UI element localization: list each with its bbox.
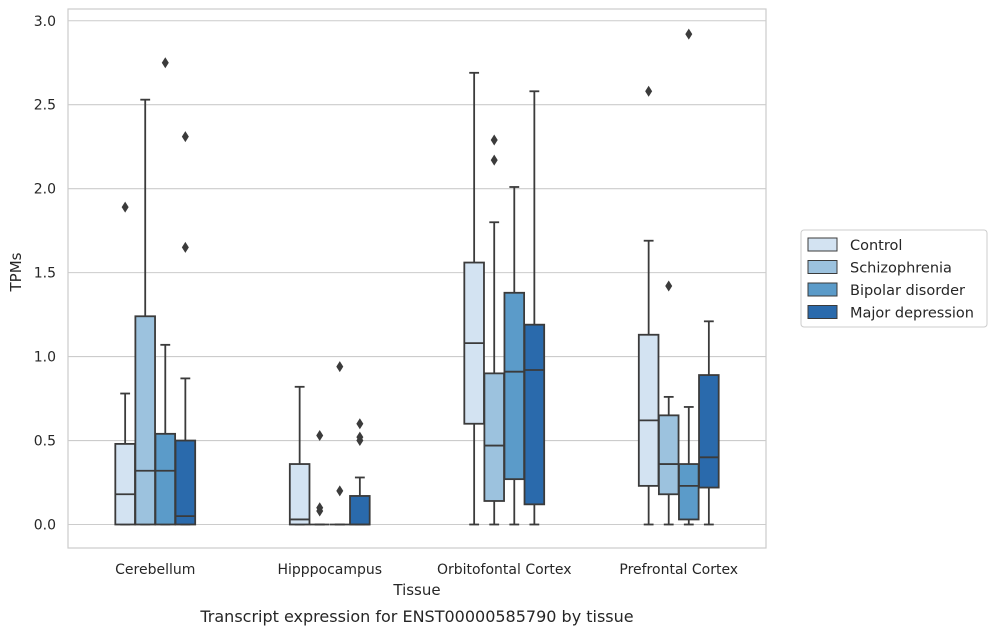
outlier-point	[161, 57, 169, 69]
y-tick-label: 2.0	[34, 182, 56, 198]
legend-label: Control	[850, 238, 902, 254]
y-tick-label: 2.5	[34, 98, 56, 114]
box-iqr	[657, 414, 680, 496]
outlier-point	[356, 435, 364, 447]
outlier-point	[336, 361, 344, 373]
outlier-point	[316, 429, 324, 441]
legend-swatch	[807, 305, 838, 319]
box-iqr	[349, 495, 371, 526]
x-tick-label: Prefrontal Cortex	[619, 562, 738, 578]
legend-label: Major depression	[850, 306, 974, 322]
outlier-point	[356, 418, 364, 430]
box-iqr	[678, 463, 700, 521]
outlier-point	[121, 201, 129, 213]
legend-label: Bipolar disorder	[850, 283, 965, 299]
box-0-2	[154, 57, 177, 526]
box-plots	[114, 28, 720, 526]
box-1-2	[329, 361, 350, 526]
y-tick-label: 3.0	[34, 14, 56, 30]
y-axis-ticks: 0.0 0.5 1.0 1.5 2.0 2.5 3.0	[34, 14, 56, 534]
x-tick-label: Cerebellum	[115, 562, 195, 578]
box-3-0	[637, 85, 660, 526]
box-iqr	[114, 442, 136, 526]
box-2-0	[463, 71, 485, 526]
box-3-2	[678, 28, 700, 526]
x-axis-label: Tissue	[392, 581, 440, 599]
legend: Control Schizophrenia Bipolar disorder Majo…	[800, 229, 988, 328]
box-iqr	[134, 315, 156, 526]
plot-area-frame	[67, 8, 767, 549]
box-iqr	[698, 374, 720, 489]
box-0-1	[134, 98, 156, 526]
x-tick-label: Hipppocampus	[277, 562, 382, 578]
box-iqr	[483, 372, 505, 502]
box-1-1	[309, 429, 330, 526]
y-tick-label: 0.5	[34, 434, 56, 450]
outlier-point	[665, 280, 673, 292]
figure-caption: Transcript expression for ENST0000058579…	[199, 607, 633, 626]
outlier-point	[490, 134, 498, 146]
legend-swatch	[807, 260, 838, 274]
box-2-3	[523, 90, 546, 526]
box-1-0	[288, 385, 311, 526]
y-tick-label: 1.0	[34, 350, 56, 366]
legend-label: Schizophrenia	[850, 261, 952, 277]
outlier-point	[490, 154, 498, 166]
box-2-1	[483, 134, 505, 526]
legend-frame	[800, 229, 988, 328]
outlier-point	[316, 505, 324, 517]
x-axis-ticks: Cerebellum Hipppocampus Orbitofontal Corte…	[115, 562, 738, 578]
outlier-point	[181, 131, 189, 143]
box-iqr	[154, 432, 177, 526]
box-0-0	[114, 201, 136, 526]
y-tick-label: 1.5	[34, 266, 56, 282]
box-0-3	[174, 131, 197, 526]
y-axis-label: TPMs	[7, 252, 25, 292]
outlier-point	[336, 485, 344, 497]
outlier-point	[645, 85, 653, 97]
box-iqr	[503, 291, 526, 481]
box-iqr	[637, 333, 660, 487]
box-3-3	[698, 320, 720, 526]
x-tick-label: Orbitofontal Cortex	[437, 562, 572, 578]
outlier-point	[685, 28, 693, 40]
box-iqr	[523, 323, 546, 506]
box-1-3	[349, 418, 371, 526]
box-iqr	[174, 439, 197, 526]
box-3-1	[657, 280, 680, 526]
legend-swatch	[807, 237, 838, 252]
outlier-point	[181, 241, 189, 253]
y-tick-label: 0.0	[34, 517, 56, 533]
box-iqr	[288, 463, 311, 526]
legend-swatch	[807, 282, 838, 297]
box-2-2	[503, 186, 526, 526]
